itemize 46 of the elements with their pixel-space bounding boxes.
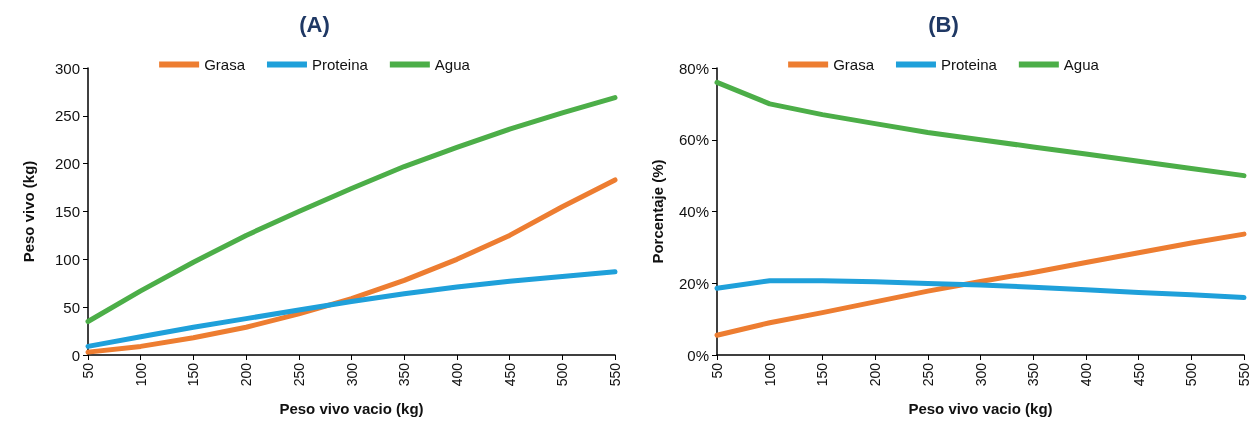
x-tick-label: 150 [185, 362, 202, 387]
y-tick-label: 100 [54, 250, 80, 268]
y-tick-label: 200 [54, 155, 80, 173]
x-tick-label: 50 [709, 362, 725, 379]
y-tick-label: 20% [678, 274, 709, 292]
x-tick-label: 200 [867, 362, 884, 387]
x-tick-label: 300 [972, 362, 989, 387]
x-tick-label: 500 [554, 362, 571, 387]
y-axis-title: Peso vivo (kg) [20, 160, 37, 263]
y-tick-label: 60% [678, 131, 709, 149]
x-axis-title: Peso vivo vacio (kg) [279, 400, 424, 417]
legend-label: Grasa [204, 56, 246, 73]
x-tick-label: 550 [1236, 362, 1252, 387]
x-tick-label: 550 [607, 362, 623, 387]
x-tick-label: 500 [1183, 362, 1200, 387]
y-tick-label: 80% [678, 59, 709, 77]
y-tick-label: 40% [678, 203, 709, 220]
x-tick-label: 200 [238, 362, 255, 387]
x-tick-label: 400 [448, 362, 465, 387]
y-axis-title: Porcentaje (%) [649, 159, 666, 264]
x-tick-label: 350 [1025, 362, 1042, 387]
legend-label: Agua [1063, 56, 1100, 73]
legend-label: Grasa [833, 56, 875, 73]
x-tick-label: 250 [919, 362, 936, 387]
x-tick-label: 300 [343, 362, 360, 387]
x-tick-label: 150 [814, 362, 831, 387]
y-tick-label: 300 [54, 59, 80, 77]
legend-label: Agua [434, 56, 471, 73]
y-tick-label: 250 [54, 107, 80, 125]
y-tick-label: 50 [63, 298, 80, 316]
x-tick-label: 100 [761, 362, 778, 387]
x-tick-label: 50 [80, 362, 96, 379]
chart-title: (B) [928, 11, 959, 37]
x-tick-label: 450 [1130, 362, 1147, 387]
legend-label: Proteina [940, 56, 998, 73]
legend-label: Proteina [311, 56, 369, 73]
x-tick-label: 250 [290, 362, 307, 387]
x-tick-label: 350 [396, 362, 413, 387]
y-tick-label: 0% [687, 346, 709, 364]
chart-title: (A) [299, 11, 330, 37]
x-tick-label: 100 [132, 362, 149, 387]
x-tick-label: 450 [501, 362, 518, 387]
x-tick-label: 400 [1077, 362, 1094, 387]
x-axis-title: Peso vivo vacio (kg) [908, 400, 1053, 417]
y-tick-label: 150 [54, 203, 80, 220]
y-tick-label: 0 [71, 346, 80, 364]
